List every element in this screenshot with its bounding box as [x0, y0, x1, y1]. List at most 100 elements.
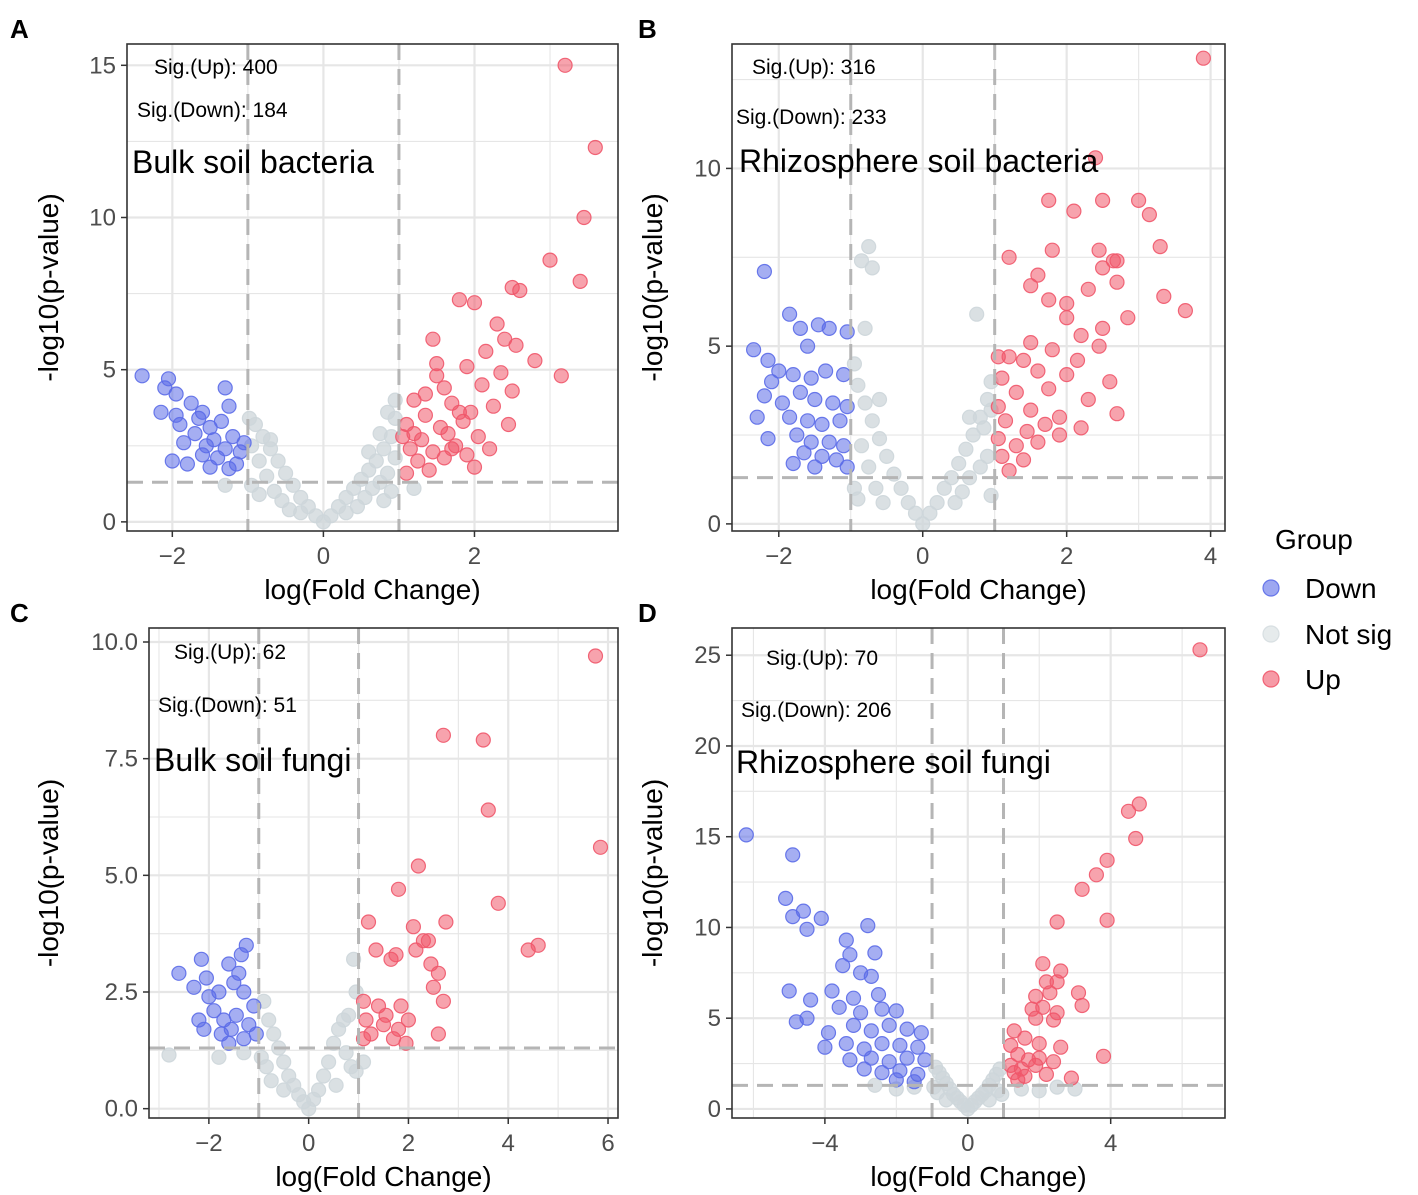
not-sig-point [1031, 1083, 1047, 1099]
up-point [1109, 253, 1125, 269]
down-point [792, 384, 809, 400]
y-tick-label: 7.5 [105, 746, 138, 773]
x-tick-label: 4 [1204, 543, 1217, 570]
y-tick-label: 5.0 [105, 862, 138, 889]
down-point [821, 320, 837, 336]
down-point [860, 917, 876, 934]
down-point [223, 1021, 239, 1037]
down-point [777, 890, 794, 907]
legend: Group Down Not sig Up [1262, 524, 1392, 695]
not-sig-point [266, 1026, 282, 1042]
y-tick-label: 10.0 [91, 629, 138, 656]
up-point [1192, 642, 1208, 658]
down-point [870, 986, 887, 1003]
up-point [1045, 1012, 1062, 1028]
x-tick-label: 2 [402, 1130, 415, 1157]
up-point [1091, 242, 1107, 258]
down-point [221, 398, 237, 414]
up-point [1035, 999, 1051, 1015]
up-point [1010, 1072, 1026, 1088]
down-point [867, 945, 883, 961]
up-point [1177, 303, 1194, 319]
points [134, 57, 603, 530]
not-sig-point [217, 477, 233, 493]
not-sig-point [893, 480, 909, 496]
not-sig-point [958, 441, 974, 457]
not-sig-point [321, 1054, 337, 1070]
up-point [1091, 338, 1107, 354]
x-tick-label: −4 [811, 1130, 838, 1157]
not-sig-point [285, 477, 301, 493]
up-point [1041, 381, 1057, 397]
up-point [375, 1017, 392, 1033]
up-point [420, 933, 436, 949]
y-tick-label: 0 [708, 1096, 721, 1123]
down-point [193, 951, 209, 967]
legend-items: Down Not sig Up [1262, 573, 1392, 695]
not-sig-point [965, 427, 981, 443]
up-point [478, 343, 494, 359]
up-point [1074, 881, 1090, 897]
down-point [202, 459, 218, 475]
plot-background [732, 628, 1225, 1118]
down-point [211, 984, 227, 1000]
not-sig-point [947, 495, 963, 511]
down-point [913, 1025, 929, 1041]
up-point [997, 413, 1014, 429]
not-sig-point [979, 448, 996, 464]
up-point [1099, 912, 1115, 928]
up-point [1008, 384, 1024, 400]
y-tick-label: 5 [708, 1005, 721, 1032]
down-point [874, 1064, 890, 1081]
up-point [417, 386, 433, 402]
not-sig-point [976, 420, 992, 436]
not-sig-point [994, 1086, 1010, 1103]
up-point [1070, 985, 1087, 1001]
legend-item-not-sig: Not sig [1262, 619, 1392, 650]
up-point [1102, 374, 1118, 390]
up-point [1030, 363, 1046, 379]
up-point [1023, 335, 1039, 351]
up-point [1017, 1030, 1033, 1046]
threshold-lines [149, 628, 618, 1118]
not-sig-point [853, 253, 870, 269]
up-point [429, 356, 445, 372]
down-point [799, 413, 816, 429]
not-sig-point [850, 377, 866, 393]
down-point [248, 1026, 264, 1042]
up-point [1080, 391, 1096, 408]
up-point [1023, 402, 1039, 418]
y-axis-title: -log10(p-value) [33, 779, 64, 967]
down-point [228, 1007, 244, 1023]
y-tick-label: 10 [89, 204, 116, 231]
up-point [368, 942, 384, 958]
up-point [425, 331, 441, 347]
up-point [520, 942, 536, 958]
not-sig-point [929, 495, 945, 511]
up-point [1031, 1035, 1047, 1052]
up-point [493, 365, 509, 381]
up-point [1051, 409, 1068, 425]
down-point [799, 921, 815, 937]
up-point [1044, 342, 1060, 358]
up-point [470, 429, 486, 445]
up-point [475, 732, 491, 748]
sig-up-annotation: Sig.(Up): 62 [174, 641, 286, 664]
up-point [553, 368, 569, 384]
y-axis-title: -log10(p-value) [33, 193, 64, 381]
down-point [821, 434, 837, 450]
not-sig-point [972, 459, 988, 475]
up-point [425, 979, 441, 995]
up-point [1087, 150, 1104, 166]
panel-title: Rhizosphere soil fungi [736, 744, 1051, 780]
down-point [807, 459, 823, 475]
panel-letter: B [638, 14, 657, 44]
up-point [557, 57, 573, 73]
up-point [592, 839, 609, 855]
down-point [835, 367, 852, 383]
down-point [813, 910, 829, 927]
down-point [831, 999, 847, 1015]
down-point [807, 391, 823, 408]
not-sig-point [864, 413, 880, 429]
up-point [1038, 1066, 1055, 1083]
